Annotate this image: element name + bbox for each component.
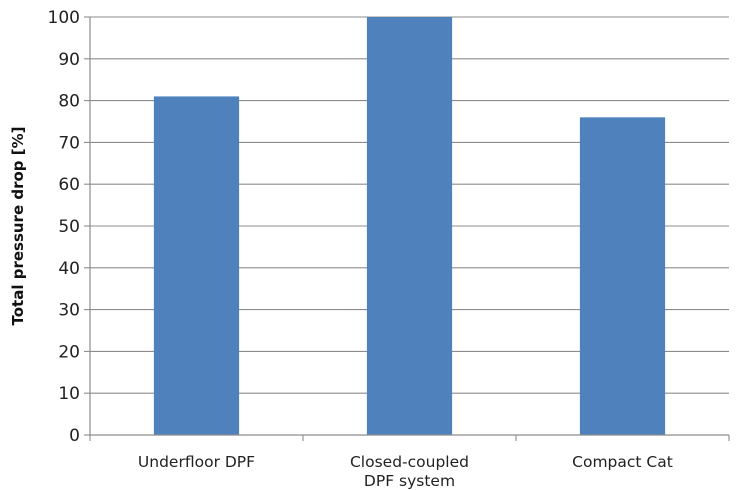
bar — [366, 17, 453, 435]
bars — [153, 17, 666, 436]
y-tick-label: 90 — [58, 50, 80, 70]
y-axis-title: Total pressure drop [%] — [9, 127, 27, 326]
y-tick-label: 20 — [58, 342, 80, 362]
y-tick-labels: 0 10 20 30 40 50 60 70 80 90 100 — [48, 8, 80, 446]
y-tick-label: 10 — [58, 384, 80, 404]
y-tick-label: 80 — [58, 92, 80, 112]
bar — [579, 117, 666, 435]
y-tick-label: 50 — [58, 217, 80, 237]
y-tick-label: 100 — [48, 8, 80, 28]
y-tick-label: 30 — [58, 301, 80, 321]
x-tick-labels: Underfloor DPF Closed-coupled DPF system Co… — [138, 453, 673, 490]
x-tick-label: Underfloor DPF — [138, 453, 255, 471]
y-tick-label: 60 — [58, 175, 80, 195]
y-tick-label: 70 — [58, 133, 80, 153]
axes — [84, 16, 730, 441]
y-tick-label: 0 — [69, 426, 80, 446]
y-tick-label: 40 — [58, 259, 80, 279]
bar — [153, 96, 240, 436]
x-tick-label: Closed-coupled DPF system — [350, 453, 469, 490]
x-tick-label: Compact Cat — [572, 453, 673, 471]
